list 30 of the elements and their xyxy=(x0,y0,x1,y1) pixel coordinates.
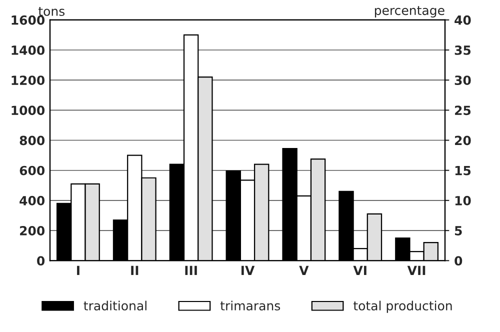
legend-label: total production xyxy=(354,300,452,313)
y-tick-label: 1600 xyxy=(12,15,45,25)
y2-tick-label: 5 xyxy=(454,226,462,236)
y-tick-label: 1200 xyxy=(12,76,45,86)
legend-label: trimarans xyxy=(220,300,280,310)
y2-axis-title: percentage xyxy=(374,6,444,18)
x-tick-label: IV xyxy=(241,266,255,275)
legend-label: traditional xyxy=(84,300,146,310)
y2-tick-label: 15 xyxy=(455,166,471,176)
y-tick-label: 1000 xyxy=(12,106,45,116)
y2-tick-label: 35 xyxy=(454,45,471,55)
y-axis-title: tons xyxy=(38,6,65,16)
x-tick-label: III xyxy=(185,266,197,275)
y-tick-label: 1400 xyxy=(12,45,45,55)
y-tick-label: 400 xyxy=(20,196,45,206)
y-tick-label: 200 xyxy=(20,226,45,236)
y-tick-label: 800 xyxy=(20,136,45,146)
y2-tick-label: 25 xyxy=(455,106,471,116)
x-tick-label: VI xyxy=(353,266,366,275)
y2-tick-label: 0 xyxy=(454,256,462,266)
y2-tick-label: 40 xyxy=(454,15,471,25)
y-tick-label: 600 xyxy=(20,166,45,176)
x-tick-label: VII xyxy=(407,266,426,275)
y-tick-label: 0 xyxy=(37,256,45,266)
y2-tick-label: 10 xyxy=(455,196,471,206)
x-tick-label: V xyxy=(299,266,309,275)
x-tick-label: I xyxy=(77,266,80,275)
x-tick-label: II xyxy=(131,266,138,275)
y2-tick-label: 20 xyxy=(455,136,471,146)
y2-tick-label: 30 xyxy=(454,76,471,86)
